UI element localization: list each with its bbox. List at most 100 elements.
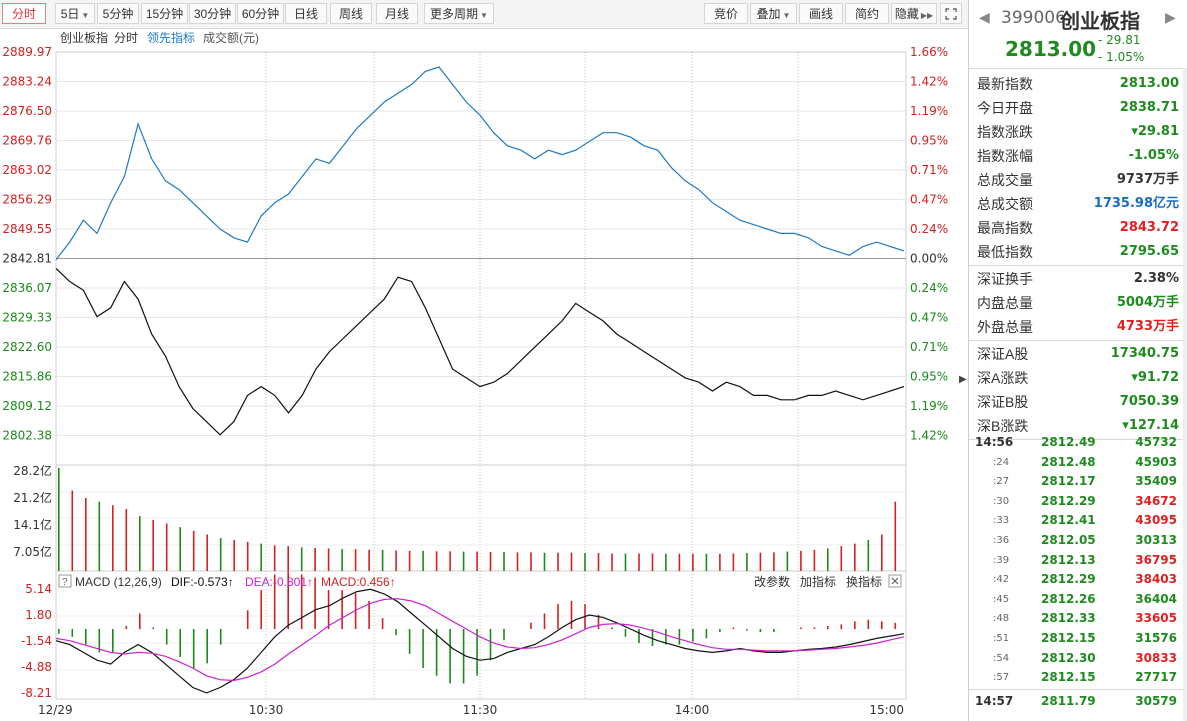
macd-bar (732, 627, 735, 630)
overlay-dropdown[interactable]: 叠加 ▼ (750, 3, 797, 24)
macd-bar (354, 593, 357, 629)
stat-label: 深证B股 (977, 394, 1029, 410)
switch-indicator-button[interactable]: 换指标 (846, 574, 882, 589)
time-tick-label: 15:00 (869, 703, 904, 717)
period-tab-intraday[interactable]: 分时 (2, 3, 46, 24)
stat-label: 最低指数 (977, 244, 1033, 260)
volume-bar (435, 551, 438, 571)
period-tab-60min[interactable]: 60分钟 (237, 3, 284, 24)
volume-bar (192, 530, 195, 571)
volume-bar (260, 543, 262, 571)
volume-bar (489, 552, 492, 571)
auction-button[interactable]: 竞价 (704, 3, 748, 24)
prev-security-arrow-icon[interactable]: ◀ (979, 9, 990, 25)
volume-bar (759, 552, 762, 571)
tick-price: 2812.48 (1041, 454, 1096, 469)
chevron-down-icon: ▼ (480, 11, 488, 20)
period-tab-week[interactable]: 周线 (330, 3, 372, 24)
macd-bar (800, 627, 802, 630)
volume-bar (98, 501, 101, 571)
macd-bar (867, 619, 870, 629)
tick-row: :42 2812.29 38403 (969, 570, 1183, 590)
stat-label: 总成交量 (977, 172, 1033, 188)
macd-bar (854, 621, 856, 630)
tick-row: :45 2812.26 36404 (969, 590, 1183, 610)
chart-area[interactable]: 创业板指 分时 领先指标 成交额(元) 2889.97 2883.24 2876.5… (0, 28, 968, 721)
period-tab-day[interactable]: 日线 (285, 3, 327, 24)
tick-price: 2812.33 (1041, 611, 1096, 626)
price-tick-label: 2829.33 (2, 311, 52, 325)
period-tab-15min[interactable]: 15分钟 (141, 3, 188, 24)
help-icon[interactable] (58, 574, 72, 588)
period-tab-5day[interactable]: 5日 ▼ (55, 3, 95, 24)
macd-dif-value: DIF:-0.573↑ (171, 575, 234, 589)
volume-bar (462, 551, 465, 571)
tick-row: :39 2812.13 36795 (969, 551, 1183, 571)
macd-bar (287, 571, 289, 629)
fullscreen-button[interactable] (940, 3, 962, 24)
macd-bar (327, 590, 330, 630)
time-tick-label: 11:30 (463, 703, 498, 717)
volume-bar (530, 552, 532, 571)
tick-price: 2812.29 (1041, 572, 1096, 587)
volume-bar (449, 551, 451, 571)
collapse-panel-arrow-icon[interactable]: ▶ (959, 374, 967, 385)
price-tick-label: 2869.76 (2, 134, 52, 148)
macd-bar (570, 601, 573, 629)
stat-row: 今日开盘 2838.71 (969, 96, 1183, 120)
macd-bar (449, 629, 451, 684)
macd-bar (678, 629, 681, 645)
macd-tick-label: -4.88 (21, 660, 52, 674)
volume-bar (368, 549, 370, 571)
legend-lead-indicator[interactable]: 领先指标 (147, 30, 195, 45)
macd-bar (894, 622, 897, 629)
volume-bar (773, 552, 775, 571)
security-name: 创业板指 (1060, 11, 1140, 33)
macd-bar (381, 618, 384, 629)
tick-time: :33 (993, 515, 1010, 527)
stat-value: 17340.75 (1110, 346, 1179, 361)
tick-price: 2812.30 (1041, 650, 1096, 665)
stat-label: 深B涨跌 (977, 418, 1029, 434)
stat-label: 指数涨幅 (977, 148, 1033, 164)
volume-bar (894, 501, 897, 571)
tick-price: 2812.26 (1041, 591, 1096, 606)
next-security-arrow-icon[interactable]: ▶ (1165, 9, 1176, 25)
stat-row: 深证A股 17340.75 (969, 342, 1183, 366)
percent-tick-label: 0.95% (910, 134, 948, 148)
macd-bar (435, 629, 438, 676)
tick-price: 2812.29 (1041, 493, 1096, 508)
draw-line-button[interactable]: 画线 (799, 3, 843, 24)
stat-row: 最低指数 2795.65 (969, 240, 1183, 264)
price-tick-label: 2863.02 (2, 163, 52, 177)
period-tab-month[interactable]: 月线 (376, 3, 418, 24)
tick-time: :45 (993, 593, 1010, 605)
volume-bar (165, 523, 168, 571)
help-icon-glyph: ? (62, 577, 68, 588)
volume-bar (570, 552, 573, 571)
add-indicator-button[interactable]: 加指标 (800, 574, 836, 589)
scrollbar[interactable] (1183, 68, 1187, 721)
macd-bar (192, 629, 195, 668)
hide-button[interactable]: 隐藏 ▶▶ (891, 3, 937, 24)
edit-params-button[interactable]: 改参数 (754, 574, 790, 589)
more-periods-label: 更多周期 (430, 7, 479, 21)
more-periods-dropdown[interactable]: 更多周期 ▼ (424, 3, 494, 24)
time-tick-label: 12/29 (38, 703, 73, 717)
simple-mode-button[interactable]: 简约 (845, 3, 889, 24)
overlay-label: 叠加 (756, 7, 781, 21)
macd-tick-label: 1.80 (25, 608, 52, 622)
stat-row: 内盘总量 5004万手 (969, 291, 1183, 315)
volume-bar (476, 551, 478, 571)
period-tab-5min[interactable]: 5分钟 (97, 3, 139, 24)
volume-bar (638, 553, 640, 571)
macd-bar (85, 629, 87, 645)
period-toolbar: 分时 5日 ▼ 5分钟 15分钟 30分钟 60分钟 日线 周线 月线 更多周期 ▼… (0, 0, 968, 29)
chevron-down-icon: ▼ (81, 11, 90, 20)
volume-bar (273, 545, 276, 571)
period-tab-30min[interactable]: 30分钟 (189, 3, 236, 24)
macd-bar (219, 629, 222, 645)
volume-bar (152, 519, 154, 571)
price-tick-label: 2849.55 (2, 222, 52, 236)
price-axis: 2889.97 2883.24 2876.50 2869.76 2863.02 2856.… (2, 45, 52, 443)
